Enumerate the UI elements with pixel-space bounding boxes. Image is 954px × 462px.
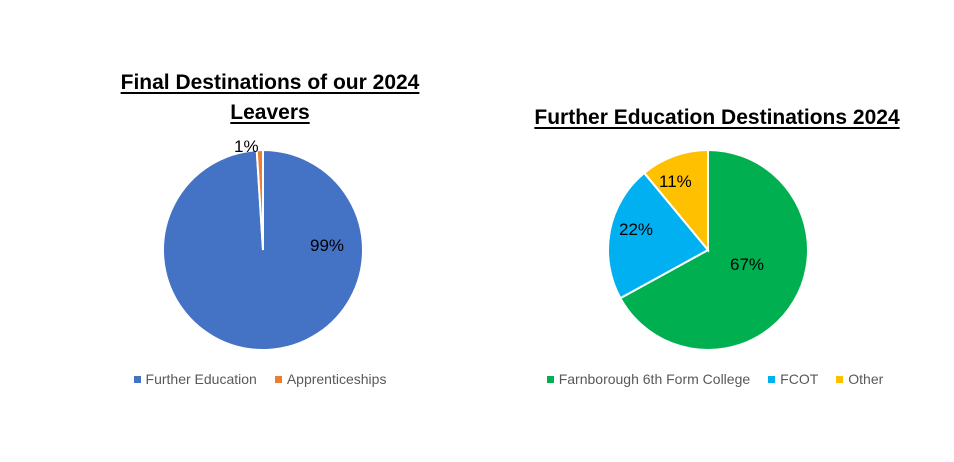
legend-item: Other (836, 371, 883, 387)
pie-slice-apprenticeships (255, 148, 264, 251)
legend-item: Apprenticeships (274, 371, 387, 387)
chart-title: Further Education Destinations 2024 (534, 106, 900, 129)
pie-chart: 67% 22% 11% (607, 148, 809, 351)
chart-final-destinations: Final Destinations of our 2024 Leavers 9… (40, 71, 480, 387)
pie-slice-farnborough-6th-form-college (619, 148, 809, 351)
legend-swatch (836, 375, 844, 383)
data-label: 67% (730, 255, 764, 274)
legend-swatch (133, 375, 141, 383)
legend: Further Education Apprenticeships (40, 371, 480, 387)
legend-item: Further Education (133, 371, 257, 387)
legend-item: FCOT (768, 371, 818, 387)
data-label: 99% (310, 236, 344, 255)
chart-title: Final Destinations of our 2024 Leavers (120, 71, 420, 124)
pie-chart: 99% 1% (162, 137, 364, 351)
data-label: 11% (659, 172, 692, 191)
legend-label: Further Education (145, 371, 257, 387)
pie-slice-fcot (607, 171, 710, 300)
legend: Farnborough 6th Form College FCOT Other (476, 371, 954, 387)
chart-further-education-destinations: Further Education Destinations 2024 67% 2… (480, 0, 954, 462)
legend-label: Farnborough 6th Form College (558, 371, 751, 387)
legend-label: Apprenticeships (286, 371, 387, 387)
legend-item: Farnborough 6th Form College (546, 371, 751, 387)
pie-slice-other (642, 148, 709, 253)
data-label: 22% (619, 220, 653, 239)
legend-swatch (768, 375, 776, 383)
legend-swatch (274, 375, 282, 383)
legend-label: Other (848, 371, 884, 387)
data-label: 1% (234, 137, 259, 156)
legend-swatch (546, 375, 554, 383)
legend-label: FCOT (780, 371, 819, 387)
